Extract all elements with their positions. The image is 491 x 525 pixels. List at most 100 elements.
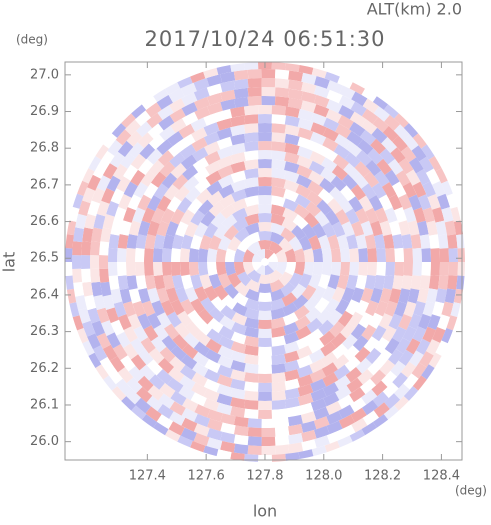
echo-cell: [169, 98, 186, 113]
echo-cell: [156, 287, 170, 304]
echo-cell: [221, 294, 238, 310]
echo-cell: [288, 79, 303, 91]
echo-cell: [261, 427, 276, 438]
y-tick-label: 26.6: [30, 214, 59, 229]
echo-cell: [233, 443, 249, 455]
echo-cell: [327, 274, 340, 290]
echo-cell: [422, 207, 435, 223]
echo-cell: [192, 351, 209, 367]
echo-cell: [392, 275, 404, 290]
echo-cell: [390, 360, 406, 377]
echo-cell: [82, 227, 94, 243]
echo-cell: [227, 236, 242, 252]
echo-cell: [321, 362, 338, 377]
echo-cell: [327, 234, 340, 250]
echo-cell: [340, 322, 356, 339]
echo-cell: [165, 287, 179, 303]
echo-cell: [258, 382, 272, 392]
echo-cell: [261, 95, 276, 106]
echo-cell: [282, 198, 299, 212]
echo-cell: [358, 262, 368, 276]
echo-cell: [374, 234, 386, 249]
echo-cell: [258, 212, 272, 223]
echo-cell: [355, 299, 370, 316]
echo-cell: [137, 194, 152, 211]
echo-cell: [180, 427, 197, 442]
echo-cell: [258, 149, 272, 160]
echo-cell: [159, 346, 176, 363]
echo-cell: [261, 445, 276, 456]
echo-cell: [191, 127, 208, 142]
echo-cell: [194, 413, 210, 428]
echo-cell: [284, 397, 300, 409]
echo-cell: [308, 170, 325, 186]
echo-cell: [358, 312, 374, 329]
echo-cell: [193, 167, 210, 183]
echo-cell: [417, 220, 429, 236]
echo-cell: [194, 404, 211, 418]
echo-cell: [402, 325, 417, 342]
echo-cell: [65, 234, 74, 249]
echo-cell: [255, 264, 265, 275]
echo-cell: [110, 319, 125, 336]
plot-frame: [64, 61, 463, 461]
echo-cell: [350, 101, 367, 117]
echo-cell: [106, 200, 119, 217]
echo-cell: [88, 352, 102, 368]
echo-cell: [314, 297, 330, 314]
echo-cell: [181, 234, 194, 250]
echo-cell: [156, 220, 170, 237]
echo-cell: [394, 301, 407, 317]
echo-cell: [181, 417, 198, 432]
echo-cell: [168, 421, 185, 436]
echo-cell: [280, 227, 296, 243]
echo-cell: [435, 340, 448, 356]
echo-cell: [271, 177, 286, 189]
echo-cell: [345, 141, 362, 157]
echo-cell: [271, 62, 286, 71]
echo-cell: [247, 418, 262, 428]
y-axis-label: lat: [0, 252, 19, 273]
echo-cell: [412, 375, 427, 391]
echo-cell: [220, 71, 236, 83]
echo-cell: [251, 252, 263, 262]
echo-cell: [314, 85, 330, 99]
echo-cell: [282, 207, 298, 222]
echo-cell: [294, 248, 306, 262]
echo-cell: [109, 356, 125, 373]
echo-cell: [275, 69, 290, 80]
echo-cell: [427, 314, 441, 330]
echo-cell: [271, 326, 286, 338]
echo-cell: [337, 435, 353, 448]
echo-cell: [437, 193, 450, 210]
echo-cell: [230, 63, 245, 72]
echo-cell: [269, 269, 283, 283]
echo-cell: [314, 425, 330, 439]
echo-cell: [441, 301, 454, 317]
echo-cell: [450, 302, 461, 318]
echo-cell: [216, 248, 227, 262]
echo-cell: [170, 208, 185, 225]
echo-cell: [330, 332, 347, 349]
echo-cell: [310, 131, 327, 146]
echo-cell: [332, 154, 350, 170]
echo-cell: [199, 234, 212, 250]
echo-cell: [359, 378, 377, 395]
echo-cell: [271, 150, 286, 161]
echo-cell: [329, 321, 345, 338]
echo-cell: [147, 220, 160, 237]
echo-cell: [90, 268, 101, 283]
echo-cell: [401, 275, 413, 290]
echo-cell: [123, 343, 138, 360]
echo-cell: [182, 343, 199, 360]
echo-cell: [218, 325, 235, 340]
echo-cell: [245, 231, 261, 245]
echo-cell: [325, 109, 342, 123]
echo-cell: [356, 357, 373, 374]
echo-cell: [120, 355, 136, 372]
echo-cell: [374, 300, 389, 317]
echo-cell: [147, 312, 162, 329]
echo-cell: [216, 118, 233, 131]
echo-cell: [300, 411, 317, 424]
echo-cell: [417, 288, 429, 304]
